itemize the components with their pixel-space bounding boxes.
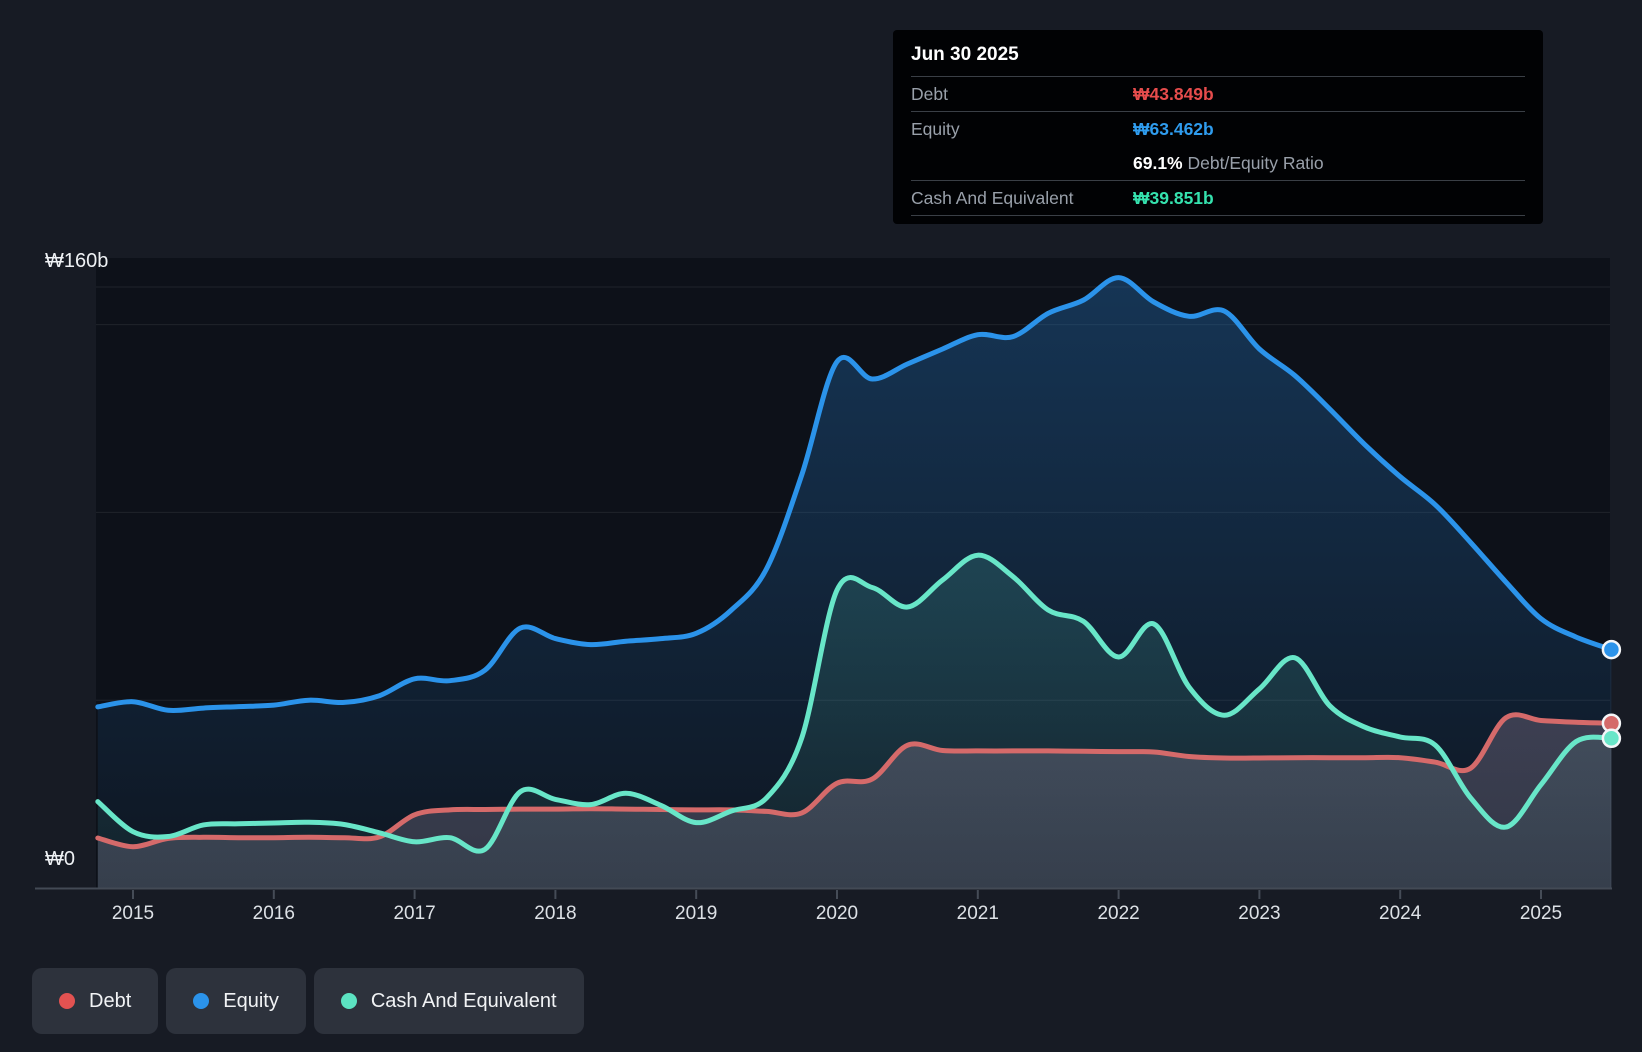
x-tick-label-2023: 2023 bbox=[1238, 903, 1281, 924]
x-tick-label-2025: 2025 bbox=[1519, 903, 1563, 924]
tooltip-ratio-label: Debt/Equity Ratio bbox=[1182, 152, 1324, 173]
legend-item-debt[interactable]: Debt bbox=[32, 968, 159, 1034]
equity-dot-icon bbox=[193, 993, 210, 1009]
tooltip-debt-value: ₩43.849b bbox=[1133, 83, 1214, 104]
x-tick-label-2016: 2016 bbox=[252, 903, 295, 924]
legend-item-cash[interactable]: Cash And Equivalent bbox=[313, 968, 584, 1034]
equity-line bbox=[95, 275, 1614, 714]
tooltip-cash-row: Cash And Equivalent ₩39.851b bbox=[911, 181, 1525, 216]
x-tick-label-2022: 2022 bbox=[1097, 903, 1140, 924]
x-tick-label-2019: 2019 bbox=[675, 903, 718, 924]
legend-cash-label: Cash And Equivalent bbox=[370, 989, 557, 1012]
x-tick-label-2018: 2018 bbox=[534, 903, 577, 924]
tooltip-cash-value: ₩39.851b bbox=[1133, 187, 1214, 208]
tooltip-equity-value: ₩63.462b bbox=[1133, 118, 1214, 139]
x-tick-label-2024: 2024 bbox=[1379, 903, 1422, 924]
chart-legend: Debt Equity Cash And Equivalent bbox=[32, 968, 584, 1034]
y-axis-max-label: ₩160b bbox=[45, 250, 109, 272]
cash-endpoint-marker bbox=[1601, 728, 1622, 749]
tooltip-debt-row: Debt ₩43.849b bbox=[911, 77, 1525, 112]
legend-item-equity[interactable]: Equity bbox=[166, 968, 306, 1034]
tooltip-ratio-row: 69.1% Debt/Equity Ratio bbox=[911, 146, 1525, 181]
debt-line bbox=[95, 712, 1614, 850]
equity-endpoint-marker bbox=[1601, 639, 1622, 660]
tooltip-equity-label: Equity bbox=[911, 118, 960, 139]
legend-equity-label: Equity bbox=[223, 989, 279, 1012]
hover-tooltip: Jun 30 2025 Debt ₩43.849b Equity ₩63.462… bbox=[893, 30, 1543, 224]
x-tick-label-2015: 2015 bbox=[111, 903, 155, 924]
cash-dot-icon bbox=[340, 993, 357, 1009]
tooltip-equity-row: Equity ₩63.462b bbox=[911, 112, 1525, 146]
cash-line bbox=[95, 552, 1614, 854]
tooltip-cash-label: Cash And Equivalent bbox=[911, 187, 1074, 208]
x-tick-label-2020: 2020 bbox=[815, 903, 859, 924]
y-axis-zero-label: ₩0 bbox=[45, 848, 75, 870]
tooltip-debt-label: Debt bbox=[911, 83, 948, 104]
tooltip-date: Jun 30 2025 bbox=[911, 30, 1525, 77]
debt-area bbox=[97, 714, 1612, 888]
x-tick-label-2017: 2017 bbox=[393, 903, 436, 924]
debt-dot-icon bbox=[59, 993, 75, 1009]
x-tick-label-2021: 2021 bbox=[956, 903, 999, 924]
legend-debt-label: Debt bbox=[89, 989, 132, 1012]
tooltip-ratio-value: 69.1% Debt/Equity Ratio bbox=[1133, 152, 1324, 173]
